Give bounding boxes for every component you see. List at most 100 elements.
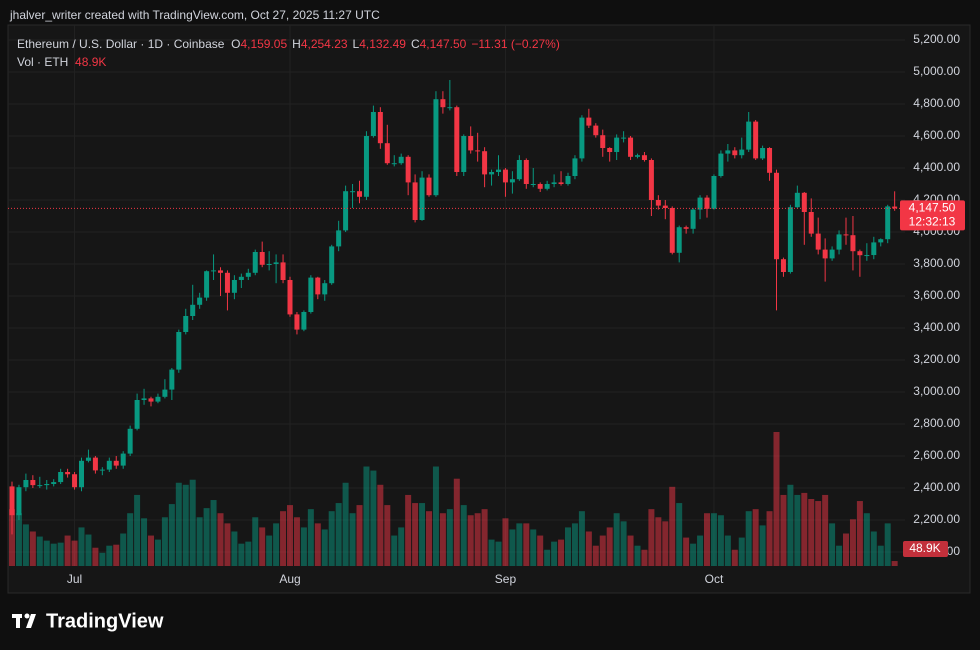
volume-bar xyxy=(85,534,92,566)
volume-bar xyxy=(71,540,78,566)
legend-value: 4,254.23 xyxy=(300,37,348,51)
volume-title: Vol · ETH xyxy=(17,55,69,69)
x-tick-label: Aug xyxy=(279,572,300,586)
legend-key: L xyxy=(352,37,360,51)
y-tick-label: 2,400.00 xyxy=(913,480,960,494)
volume-bar xyxy=(335,503,342,566)
volume-bar xyxy=(426,511,432,566)
candle-body xyxy=(829,249,835,259)
volume-bar xyxy=(36,536,43,566)
last-price-box xyxy=(900,200,965,231)
candle-body xyxy=(51,482,57,484)
legend-title: Ethereum / U.S. Dollar · 1D · Coinbase xyxy=(17,37,225,51)
candle-body xyxy=(322,283,328,295)
volume-bar xyxy=(300,527,307,566)
candle-body xyxy=(329,246,335,284)
volume-bar xyxy=(314,523,321,566)
volume-bar xyxy=(724,535,731,566)
candle-body xyxy=(148,398,154,402)
candle-body xyxy=(72,474,78,488)
candle-body xyxy=(141,398,147,400)
volume-bar xyxy=(551,541,558,566)
volume-bar xyxy=(273,523,280,566)
volume-bar xyxy=(238,543,245,566)
volume-bar xyxy=(537,535,544,566)
volume-bar xyxy=(106,545,113,566)
volume-bar xyxy=(57,542,64,566)
x-tick-label: Oct xyxy=(705,572,724,586)
volume-bar xyxy=(620,521,627,566)
candle-body xyxy=(885,206,891,240)
candle-body xyxy=(641,155,647,160)
volume-bar xyxy=(509,529,516,566)
y-tick-label: 5,000.00 xyxy=(913,64,960,78)
volume-bar xyxy=(141,518,148,566)
y-tick-label: 2,800.00 xyxy=(913,416,960,430)
legend-row: Vol · ETH 48.9K xyxy=(17,53,565,71)
candle-body xyxy=(245,272,251,277)
credit: jhalver_writer created with TradingView.… xyxy=(9,8,380,22)
candle-body xyxy=(468,136,474,151)
candle-body xyxy=(780,259,786,272)
volume-bar xyxy=(481,509,488,566)
volume-bar xyxy=(773,432,780,566)
volume-bar xyxy=(196,517,203,566)
candle-body xyxy=(44,484,50,486)
volume-bar xyxy=(439,513,446,566)
volume-bar xyxy=(648,509,655,566)
volume-bar xyxy=(210,500,217,566)
candle-body xyxy=(92,457,98,471)
candle-body xyxy=(224,272,230,293)
y-tick-label: 4,600.00 xyxy=(913,128,960,142)
candle-body xyxy=(502,169,508,183)
chart-panel xyxy=(7,24,971,594)
volume-bar xyxy=(530,529,537,566)
volume-bar xyxy=(717,515,724,566)
volume-bar xyxy=(571,523,578,566)
volume-bar xyxy=(787,484,794,566)
candle-body xyxy=(30,480,36,486)
volume-bar xyxy=(293,517,300,566)
y-tick-label: 3,600.00 xyxy=(913,288,960,302)
candle-body xyxy=(176,332,182,370)
candle-body xyxy=(725,150,731,154)
legend-value: 4,147.50 xyxy=(419,37,467,51)
volume-bar xyxy=(161,517,168,566)
candle-body xyxy=(579,117,585,159)
volume-bar xyxy=(384,505,391,566)
volume-bar xyxy=(801,492,808,566)
candle-body xyxy=(343,191,349,231)
volume-bar xyxy=(655,517,662,566)
candle-body xyxy=(489,172,495,175)
volume-bar xyxy=(412,503,419,566)
candle-body xyxy=(509,179,515,183)
candle-body xyxy=(593,125,599,136)
volume-bar xyxy=(752,509,759,566)
candle-body xyxy=(523,160,529,184)
candle-body xyxy=(426,177,432,196)
volume-bar xyxy=(683,537,690,566)
candle-body xyxy=(377,112,383,144)
y-tick-label: 2,200.00 xyxy=(913,512,960,526)
candle-body xyxy=(308,277,314,312)
candle-body xyxy=(537,184,543,189)
y-tick-label: 4,800.00 xyxy=(913,96,960,110)
volume-bar xyxy=(690,543,697,566)
candle-body xyxy=(211,270,217,272)
volume-bar xyxy=(349,513,356,566)
volume-bar xyxy=(22,524,29,566)
volume-badge xyxy=(903,541,948,557)
candle-body xyxy=(99,469,105,471)
volume-bar xyxy=(870,531,877,566)
volume-bar xyxy=(245,541,252,566)
candle-body xyxy=(787,207,793,272)
volume-bar xyxy=(280,511,287,566)
legend-row: Ethereum / U.S. Dollar · 1D · Coinbase O… xyxy=(17,35,565,53)
volume-bar xyxy=(287,505,293,566)
candle-body xyxy=(746,121,752,150)
volume-bar xyxy=(182,484,189,566)
candle-body xyxy=(850,235,856,252)
volume-bar xyxy=(224,523,231,566)
